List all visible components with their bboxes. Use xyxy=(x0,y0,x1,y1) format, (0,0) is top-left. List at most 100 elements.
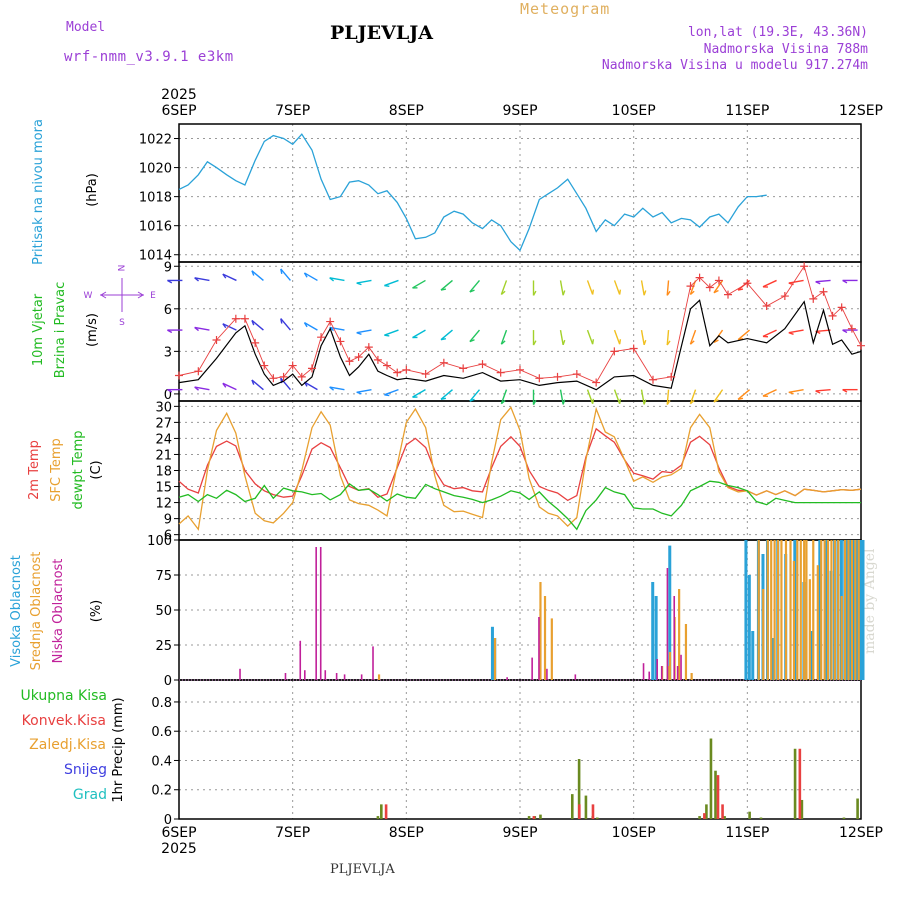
y-tick-label: 1014 xyxy=(139,249,172,264)
wind-arrow-shaft xyxy=(304,272,318,282)
wind-arrow-shaft xyxy=(194,326,210,331)
wind-unit: (m/s) xyxy=(85,313,100,347)
wind-arrow xyxy=(329,326,345,332)
wind-arrow-head xyxy=(842,329,848,334)
wind-arrow-shaft xyxy=(194,277,210,282)
wind-arrow xyxy=(666,389,671,405)
bottom-year-label: 2025 xyxy=(161,841,197,857)
wind-arrow-head xyxy=(280,268,283,274)
wind-gust-marker xyxy=(459,364,468,373)
cloud-high-bar xyxy=(845,540,849,680)
wind-arrow-shaft xyxy=(469,279,481,293)
precip-total-bar xyxy=(698,816,701,819)
wind-arrow xyxy=(329,277,345,282)
wind-arrow-shaft xyxy=(500,329,508,345)
wind-arrow-head xyxy=(469,339,475,343)
wind-arrow xyxy=(559,329,566,346)
wind-arrow xyxy=(815,388,831,394)
cloud-mid-bar xyxy=(678,589,681,680)
y-tick-label: 0.4 xyxy=(151,754,172,769)
wind-arrow xyxy=(640,329,647,346)
wind-arrow-head xyxy=(251,379,255,385)
clouds-series xyxy=(179,540,865,681)
wind-arrow-shaft xyxy=(251,319,264,331)
compass-west-label: W xyxy=(84,291,93,301)
wind-arrow-head xyxy=(618,339,622,345)
y-tick-label: 0 xyxy=(164,813,172,828)
cloud-high-bar xyxy=(747,575,751,680)
wind-arrow-shaft xyxy=(280,377,291,391)
wind-arrow-shaft xyxy=(384,388,399,396)
wind-arrow-head xyxy=(562,339,566,346)
wind-gust-marker xyxy=(743,279,752,288)
cloud-low-bar xyxy=(574,674,577,680)
cloud-mid-bar xyxy=(377,674,381,680)
cloud-low-bar xyxy=(315,547,317,680)
wind-arrow-shaft xyxy=(640,389,645,405)
y-tick-label: 0.2 xyxy=(151,784,172,799)
wind-arrow-head xyxy=(532,399,537,405)
wind-gust-marker xyxy=(260,361,269,370)
wind-arrow xyxy=(500,280,508,296)
wind-arrow xyxy=(469,329,481,343)
precip-total-bar xyxy=(842,817,846,819)
wind-arrow-shaft xyxy=(689,329,697,345)
precip-convective-bar xyxy=(384,804,388,819)
y-tick-label: 15 xyxy=(155,481,172,496)
wind-arrow-head xyxy=(356,391,362,395)
wind-arrow xyxy=(559,389,566,405)
wind-arrow-shaft xyxy=(762,329,777,338)
y-tick-label: 0.8 xyxy=(151,696,172,711)
wind-arrow-shaft xyxy=(412,389,426,398)
wind-arrow-head xyxy=(666,290,671,296)
wind-arrow xyxy=(500,329,508,345)
precip-convective-bar xyxy=(721,804,724,819)
precip-total-bar xyxy=(584,795,588,819)
wind-arrow-shaft xyxy=(640,329,645,345)
wind-arrow-shaft xyxy=(815,388,831,392)
wind-arrow xyxy=(613,329,622,345)
wind-arrow xyxy=(440,389,453,400)
wind-gust-marker xyxy=(572,370,581,379)
wind-series xyxy=(167,262,865,405)
precip-total-bar xyxy=(705,804,708,819)
wind-arrow xyxy=(532,330,537,346)
wind-gust-marker xyxy=(439,358,448,367)
wind-arrow xyxy=(762,329,777,338)
precip-total-bar xyxy=(748,811,751,819)
bottom-date-label: 12SEP xyxy=(839,825,883,841)
wind-arrow-head xyxy=(194,386,199,391)
wind-arrow-shaft xyxy=(412,279,426,289)
cloud-mid-bar xyxy=(493,638,497,680)
cloud-low-bar xyxy=(299,640,302,680)
wind-arrow-head xyxy=(788,391,794,395)
cloud-low-bar xyxy=(324,670,327,680)
cloud-mid-bar xyxy=(668,652,672,680)
y-tick-label: 75 xyxy=(155,569,172,584)
wind-arrow-head xyxy=(689,340,695,345)
wind-arrow-head xyxy=(222,323,227,329)
cloud-mid-bar xyxy=(803,540,806,680)
y-tick-label: 12 xyxy=(155,497,172,512)
wind-arrow xyxy=(713,280,724,294)
cloud-mid-bar xyxy=(792,561,796,680)
wind-arrow-head xyxy=(532,290,537,296)
temp-dewpoint-line xyxy=(178,480,861,531)
cloud-low-bar xyxy=(660,666,663,680)
precip-legend-label: Snijeg xyxy=(64,762,107,778)
wind-arrow-shaft xyxy=(737,329,751,341)
precip-convective-bar xyxy=(591,804,595,819)
wind-arrow-shaft xyxy=(689,389,697,404)
compass-north-label: N xyxy=(115,265,125,272)
model-name: wrf-nmm_v3.9.1 e3km xyxy=(64,49,234,65)
temp-unit: (C) xyxy=(89,460,104,479)
cloud-mid-bar xyxy=(823,540,826,680)
wind-arrow-head xyxy=(643,399,647,405)
wind-arrow xyxy=(469,389,481,402)
pressure-unit: (hPa) xyxy=(85,173,100,207)
wind-arrow-shaft xyxy=(384,329,399,336)
wind-arrow xyxy=(788,388,804,395)
wind-arrow xyxy=(586,280,595,295)
wind-arrow-shaft xyxy=(559,329,564,345)
cloud-low-bar xyxy=(304,670,306,680)
